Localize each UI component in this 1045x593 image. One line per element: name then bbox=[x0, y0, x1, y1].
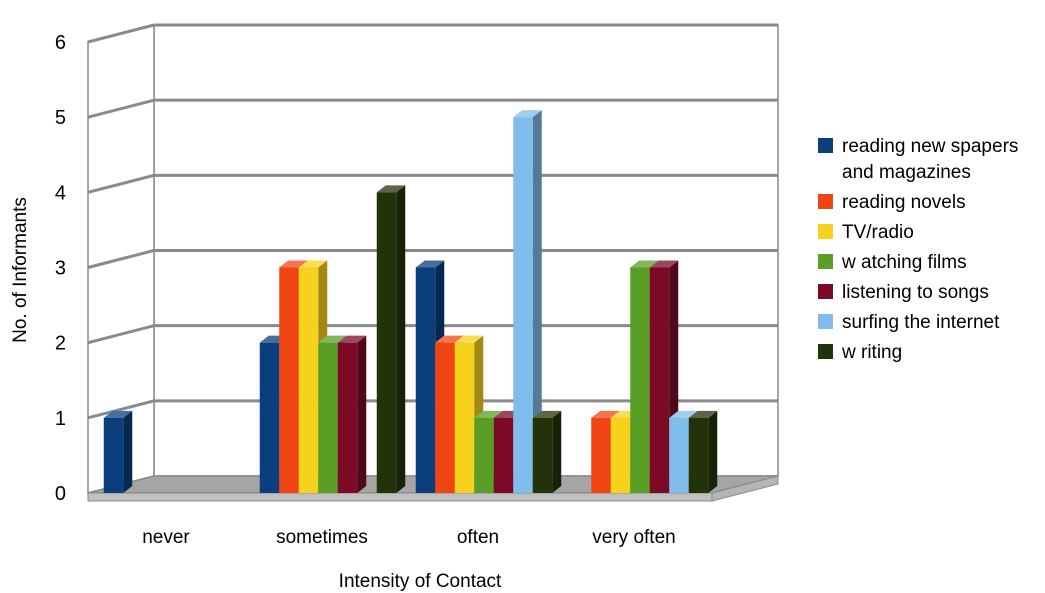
bar-top bbox=[630, 260, 659, 268]
y-tick-label: 3 bbox=[55, 258, 66, 280]
y-tick-label: 1 bbox=[55, 408, 66, 430]
legend-swatch bbox=[818, 344, 833, 359]
legend-item: surfing the internet bbox=[818, 312, 1000, 333]
bar-listening-to-songs-sometimes bbox=[337, 335, 367, 493]
bar-front bbox=[376, 192, 397, 494]
bar-front bbox=[610, 417, 631, 493]
bar-side bbox=[552, 410, 562, 493]
bar-top bbox=[454, 335, 484, 343]
bar-front bbox=[649, 267, 670, 493]
y-axis-title: No. of Informants bbox=[10, 197, 31, 343]
legend-swatch bbox=[818, 138, 833, 153]
bar-top bbox=[415, 260, 445, 268]
bar-w-riting-often bbox=[532, 410, 562, 493]
bar-top bbox=[435, 335, 464, 343]
bar-top bbox=[318, 335, 347, 343]
legend-label: surfing the internet bbox=[842, 312, 1000, 333]
category-label: never bbox=[142, 527, 190, 548]
bar-side bbox=[708, 410, 718, 493]
bar-top bbox=[513, 110, 542, 118]
bar-front bbox=[298, 267, 319, 493]
legend-swatch bbox=[818, 194, 833, 209]
y-tick-label: 4 bbox=[55, 182, 66, 204]
legend-item: listening to songs bbox=[818, 282, 989, 303]
legend-label: and magazines bbox=[842, 162, 971, 183]
bar-front bbox=[279, 267, 299, 493]
legend-label: TV/radio bbox=[842, 222, 914, 243]
bar-front bbox=[318, 342, 338, 493]
gridline-side bbox=[87, 98, 155, 119]
bar-front bbox=[415, 267, 436, 493]
bar-front bbox=[259, 342, 280, 493]
gridline-side bbox=[87, 23, 155, 44]
bar-w-riting-sometimes bbox=[376, 185, 406, 494]
bar-top bbox=[649, 260, 679, 268]
y-tick-label: 6 bbox=[55, 32, 66, 54]
legend-swatch bbox=[818, 314, 833, 329]
y-tick-label: 0 bbox=[55, 483, 66, 505]
legend-label: listening to songs bbox=[842, 282, 989, 303]
bar-top bbox=[532, 410, 562, 418]
legend-label: reading new spapers bbox=[842, 136, 1018, 157]
bar-front bbox=[532, 417, 553, 493]
bar-top bbox=[376, 185, 406, 193]
bar-front bbox=[103, 417, 124, 493]
bar-front bbox=[630, 267, 650, 493]
legend-label: reading novels bbox=[842, 192, 966, 213]
bar-top bbox=[279, 260, 308, 268]
bar-front bbox=[688, 417, 709, 493]
floor-side-edge bbox=[711, 475, 779, 502]
x-axis-title: Intensity of Contact bbox=[339, 571, 502, 592]
category-label: often bbox=[457, 527, 499, 548]
gridline-side bbox=[87, 173, 155, 194]
legend-item: w riting bbox=[818, 342, 902, 363]
bar-front bbox=[474, 417, 494, 493]
category-label: very often bbox=[592, 527, 675, 548]
bar-top bbox=[298, 260, 328, 268]
bars bbox=[103, 110, 718, 494]
y-tick-label: 5 bbox=[55, 107, 66, 129]
category-labels: never sometimes often very often bbox=[142, 527, 675, 548]
bar-top bbox=[103, 410, 133, 418]
bar-side bbox=[396, 185, 406, 494]
bar-top bbox=[669, 410, 698, 418]
bar-front bbox=[669, 417, 689, 493]
bar-front bbox=[337, 342, 358, 493]
bar-front bbox=[454, 342, 475, 493]
bar-w-riting-very-often bbox=[688, 410, 718, 493]
legend-swatch bbox=[818, 254, 833, 269]
bar-top bbox=[474, 410, 503, 418]
bar-side bbox=[532, 110, 542, 494]
floor-edge bbox=[87, 492, 713, 502]
bar-side bbox=[357, 335, 367, 493]
category-label: sometimes bbox=[276, 527, 368, 548]
legend-item: TV/radio bbox=[818, 222, 914, 243]
bar-front bbox=[591, 417, 611, 493]
bar-surfing-the-internet-often bbox=[513, 110, 542, 494]
bar-front bbox=[435, 342, 455, 493]
gridline-side bbox=[87, 324, 155, 345]
legend-label: w riting bbox=[841, 342, 902, 363]
bar-front bbox=[513, 117, 533, 494]
legend-swatch bbox=[818, 284, 833, 299]
gridline-side bbox=[87, 399, 155, 420]
bar-top bbox=[591, 410, 620, 418]
bar-top bbox=[337, 335, 367, 343]
bar-front bbox=[493, 417, 514, 493]
legend-item: w atching films bbox=[818, 252, 967, 273]
legend-swatch bbox=[818, 224, 833, 239]
legend-label: w atching films bbox=[841, 252, 967, 273]
bar-reading-new-spapers-and-magazines-never bbox=[103, 410, 133, 493]
bar-top bbox=[688, 410, 718, 418]
bar-side bbox=[123, 410, 133, 493]
gridline-side bbox=[87, 249, 155, 269]
y-tick-label: 2 bbox=[55, 333, 66, 355]
y-tick-labels: 0 1 2 3 4 5 6 bbox=[55, 32, 66, 505]
legend-item: reading novels bbox=[818, 192, 966, 213]
legend-item: reading new spapers and magazines bbox=[818, 136, 1018, 183]
